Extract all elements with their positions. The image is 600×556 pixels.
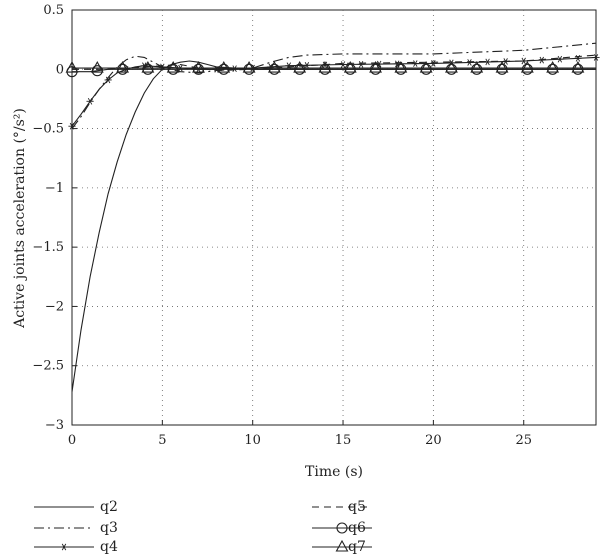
star-marker — [411, 60, 419, 67]
triangle-marker — [242, 60, 256, 73]
star-marker — [303, 61, 311, 69]
circle-marker — [167, 63, 179, 75]
series-line-q6 — [72, 68, 596, 73]
legend-item-q6: q6 — [312, 520, 372, 536]
triangle-marker — [394, 60, 408, 73]
circle-marker — [142, 63, 154, 75]
circle-marker — [420, 63, 432, 75]
legend-label: q2 — [100, 499, 118, 515]
circle-marker — [117, 63, 129, 75]
x-tick-label: 15 — [335, 433, 352, 448]
circle-marker — [243, 63, 255, 75]
circle-marker — [218, 63, 230, 75]
series-q7 — [65, 60, 596, 73]
triangle-marker — [546, 60, 560, 73]
star-marker — [231, 65, 239, 73]
x-axis-title: Time (s) — [305, 464, 363, 480]
y-tick-label: −1 — [45, 181, 64, 196]
star-marker — [429, 60, 437, 67]
triangle-marker — [571, 60, 585, 73]
x-tick-label: 25 — [515, 433, 532, 448]
circle-marker — [370, 63, 382, 75]
star-marker — [357, 60, 365, 68]
triangle-marker — [318, 60, 332, 73]
circle-marker — [268, 63, 280, 75]
star-marker — [592, 54, 600, 61]
star-marker — [86, 97, 94, 105]
star-marker — [60, 543, 68, 551]
circle-marker — [336, 522, 348, 534]
triangle-marker — [116, 60, 130, 73]
triangle-marker — [293, 60, 307, 73]
legend-item-q2: q2 — [34, 499, 118, 515]
series-q3 — [71, 42, 597, 129]
triangle-marker — [267, 60, 281, 73]
triangle-marker — [369, 60, 382, 73]
ticks: 0 5 10 15 20 25 0.5 0 −0.5 −1 −1.5 −2 −2.5 −3 — [32, 3, 532, 448]
series-line-q2 — [71, 60, 596, 392]
circle-marker — [572, 63, 584, 75]
legend-item-q4: q4 — [34, 539, 118, 555]
circle-marker — [471, 63, 483, 75]
circle-marker — [445, 63, 457, 75]
triangle-marker — [65, 60, 79, 73]
legend-label: q6 — [348, 520, 366, 536]
series-q2 — [71, 60, 596, 392]
x-tick-label: 5 — [158, 433, 166, 448]
star-marker — [339, 61, 347, 68]
triangle-marker — [520, 60, 534, 73]
triangle-marker — [217, 60, 231, 73]
x-tick-label: 20 — [425, 433, 442, 448]
legend: q2 q3 q4 q5 q6 q7 — [34, 499, 372, 555]
series-layer — [65, 42, 600, 392]
y-axis-title: Active joints acceleration (°/s²) — [12, 108, 28, 329]
y-tick-label: −2.5 — [32, 359, 64, 374]
triangle-marker — [470, 60, 484, 73]
triangle-marker — [141, 60, 155, 73]
legend-label: q3 — [100, 520, 118, 536]
x-tick-label: 0 — [68, 433, 76, 448]
circle-marker — [192, 63, 205, 75]
y-tick-label: −0.5 — [32, 122, 64, 137]
triangle-marker — [335, 539, 349, 552]
circle-marker — [521, 63, 533, 75]
series-q6 — [66, 63, 596, 78]
x-tick-label: 10 — [244, 433, 261, 448]
triangle-marker — [166, 60, 180, 73]
plot-frame — [71, 9, 597, 426]
grid — [72, 10, 596, 425]
series-q4 — [68, 54, 600, 130]
star-marker — [465, 59, 474, 66]
circle-marker — [294, 63, 306, 75]
triangle-marker — [343, 60, 357, 73]
y-tick-label: 0 — [56, 62, 64, 77]
triangle-marker — [192, 60, 205, 73]
triangle-marker — [419, 60, 433, 73]
legend-label: q4 — [100, 539, 118, 555]
triangle-marker — [90, 60, 104, 73]
legend-item-q5: q5 — [312, 499, 372, 515]
star-marker — [68, 122, 76, 130]
star-marker — [104, 76, 112, 84]
triangle-marker — [445, 60, 458, 73]
y-tick-label: −2 — [45, 299, 64, 314]
legend-label: q5 — [348, 499, 366, 515]
y-tick-label: 0.5 — [43, 3, 64, 18]
circle-marker — [344, 63, 356, 75]
circle-marker — [319, 63, 331, 75]
y-tick-label: −3 — [45, 418, 64, 433]
triangle-marker — [495, 60, 509, 73]
star-marker — [556, 55, 564, 63]
circle-marker — [547, 63, 559, 75]
legend-item-q3: q3 — [34, 520, 118, 536]
series-line-q3 — [71, 42, 597, 129]
circle-marker — [395, 63, 407, 75]
legend-label: q7 — [348, 539, 366, 555]
circle-marker — [496, 63, 508, 75]
y-tick-label: −1.5 — [32, 240, 64, 255]
legend-item-q7: q7 — [312, 539, 372, 555]
